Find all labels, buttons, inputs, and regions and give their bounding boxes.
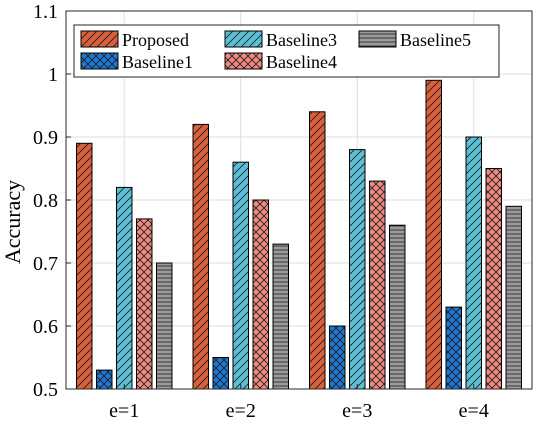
legend-swatch bbox=[224, 30, 263, 48]
bar-proposed-2 bbox=[192, 123, 209, 390]
bar-baseline1-1 bbox=[96, 369, 113, 390]
bar-baseline5-4 bbox=[505, 205, 522, 390]
legend-label: Baseline3 bbox=[266, 30, 337, 50]
x-tick-label: e=3 bbox=[342, 400, 372, 422]
legend-label: Proposed bbox=[122, 30, 189, 50]
bar-baseline4-2 bbox=[252, 199, 269, 390]
bar-proposed-4 bbox=[425, 79, 442, 390]
ticks: 0.5 0.6 0.7 0.8 0.9 1 1.1 e=1 e=2 e=3 e=4 bbox=[33, 1, 489, 422]
bar-proposed-1 bbox=[76, 142, 93, 390]
bar-baseline5-3 bbox=[389, 224, 406, 390]
y-tick-label: 1 bbox=[48, 64, 58, 86]
bar-baseline3-3 bbox=[349, 149, 366, 390]
bar-baseline5-1 bbox=[156, 262, 173, 390]
bar-baseline4-1 bbox=[136, 218, 153, 390]
x-tick-label: e=2 bbox=[226, 400, 256, 422]
legend-label: Baseline1 bbox=[122, 52, 193, 72]
legend-label: Baseline4 bbox=[266, 52, 337, 72]
bar-baseline3-2 bbox=[232, 161, 249, 390]
y-tick-label: 0.5 bbox=[33, 379, 58, 401]
y-axis-label: Accuracy bbox=[0, 180, 25, 264]
bar-baseline1-4 bbox=[445, 306, 462, 390]
y-tick-label: 0.9 bbox=[33, 127, 58, 149]
x-tick-label: e=1 bbox=[109, 400, 139, 422]
bar-baseline3-1 bbox=[116, 186, 133, 390]
legend-swatch bbox=[224, 52, 263, 70]
legend-label: Baseline5 bbox=[400, 30, 471, 50]
y-tick-label: 0.8 bbox=[33, 190, 58, 212]
bar-baseline1-2 bbox=[212, 357, 229, 390]
bar-baseline5-2 bbox=[272, 243, 289, 390]
bar-baseline4-4 bbox=[485, 168, 502, 390]
bar-baseline4-3 bbox=[369, 180, 386, 390]
bar-baseline3-4 bbox=[465, 136, 482, 390]
legend-swatch bbox=[80, 30, 119, 48]
legend-swatch bbox=[80, 52, 119, 70]
bar-proposed-3 bbox=[309, 111, 326, 390]
legend-swatch bbox=[358, 30, 397, 48]
y-tick-label: 0.6 bbox=[33, 316, 58, 338]
bars bbox=[76, 79, 522, 390]
y-tick-label: 0.7 bbox=[33, 253, 58, 275]
bar-baseline1-3 bbox=[329, 325, 346, 390]
x-tick-label: e=4 bbox=[459, 400, 489, 422]
y-tick-label: 1.1 bbox=[33, 1, 58, 23]
legend-box bbox=[73, 24, 500, 78]
